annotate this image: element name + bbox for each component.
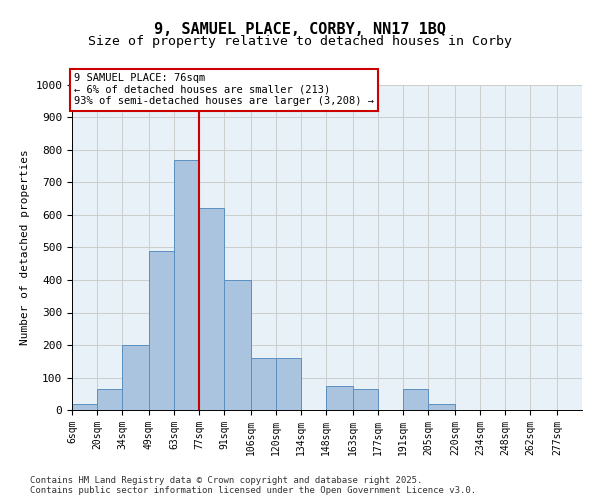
Text: Size of property relative to detached houses in Corby: Size of property relative to detached ho… (88, 35, 512, 48)
Y-axis label: Number of detached properties: Number of detached properties (20, 150, 30, 346)
Bar (326, 386, 353, 410)
Bar (224, 280, 251, 410)
Bar (428, 404, 455, 410)
Bar (353, 389, 378, 410)
Bar (174, 160, 199, 410)
Bar (276, 358, 301, 410)
Bar (122, 345, 149, 410)
Bar (403, 389, 428, 410)
Bar (251, 358, 276, 410)
Bar (199, 208, 224, 410)
Bar (97, 389, 122, 410)
Text: 9 SAMUEL PLACE: 76sqm
← 6% of detached houses are smaller (213)
93% of semi-deta: 9 SAMUEL PLACE: 76sqm ← 6% of detached h… (74, 74, 374, 106)
Bar (72, 404, 97, 410)
Bar (149, 250, 174, 410)
Text: Contains HM Land Registry data © Crown copyright and database right 2025.
Contai: Contains HM Land Registry data © Crown c… (30, 476, 476, 495)
Text: 9, SAMUEL PLACE, CORBY, NN17 1BQ: 9, SAMUEL PLACE, CORBY, NN17 1BQ (154, 22, 446, 38)
